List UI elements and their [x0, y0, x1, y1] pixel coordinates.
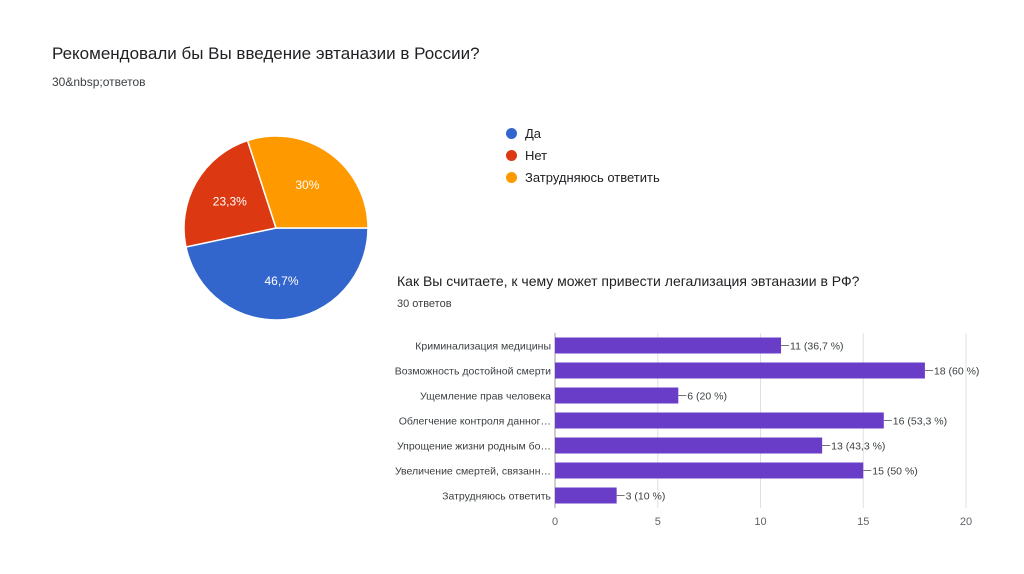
bar [555, 487, 617, 504]
pie-slice [183, 139, 277, 248]
legend-label: Нет [525, 147, 548, 163]
legend-item-yes: Да [506, 122, 660, 144]
data-label: 6 (20 %) [687, 391, 727, 403]
bar [555, 412, 884, 429]
data-label: 18 (60 %) [934, 366, 980, 378]
legend-label: Да [525, 125, 542, 141]
legend-item-unsure: Затрудняюсь ответить [506, 166, 660, 188]
bar [555, 437, 823, 454]
x-tick-label: 0 [552, 516, 558, 528]
category-label: Затрудняюсь ответить [442, 491, 551, 503]
pie-legend: Да Нет Затрудняюсь ответить [506, 122, 660, 188]
legend-dot-icon [506, 127, 517, 139]
bar [555, 387, 679, 404]
x-tick-label: 10 [754, 516, 766, 528]
category-label: Возможность достойной смерти [395, 366, 551, 378]
data-label: 15 (50 %) [872, 466, 918, 478]
bar [555, 362, 925, 379]
category-label: Ущемление прав человека [420, 391, 551, 403]
x-tick-label: 5 [655, 516, 661, 528]
bar-response-count: 30 ответов [397, 298, 452, 310]
x-tick-label: 15 [857, 516, 869, 528]
pie-slice-label: 46,7% [265, 274, 299, 288]
legend-dot-icon [506, 149, 517, 161]
data-label: 3 (10 %) [626, 491, 666, 503]
bar [555, 337, 782, 354]
pie-slice [185, 227, 369, 321]
bar [555, 462, 864, 479]
category-label: Криминализация медицины [415, 341, 551, 353]
pie-slice [246, 135, 369, 229]
x-tick-label: 20 [960, 516, 972, 528]
legend-dot-icon [506, 171, 517, 183]
pie-slice-label: 23,3% [213, 194, 247, 208]
bar-chart-title: Как Вы считаете, к чему может привести л… [397, 273, 860, 289]
legend-label: Затрудняюсь ответить [525, 169, 660, 185]
pie-slice-label: 30% [295, 178, 319, 192]
data-label: 11 (36,7 %) [790, 341, 844, 353]
category-label: Упрощение жизни родным бо… [397, 441, 551, 453]
data-label: 13 (43,3 %) [831, 441, 885, 453]
data-label: 16 (53,3 %) [893, 416, 947, 428]
category-label: Облегчение контроля данног… [399, 416, 551, 428]
pie-chart-title: Рекомендовали бы Вы введение эвтаназии в… [52, 44, 480, 63]
category-label: Увеличение смертей, связанн… [395, 466, 551, 478]
legend-item-no: Нет [506, 144, 660, 166]
pie-response-count: 30&nbsp;ответов [52, 75, 146, 89]
